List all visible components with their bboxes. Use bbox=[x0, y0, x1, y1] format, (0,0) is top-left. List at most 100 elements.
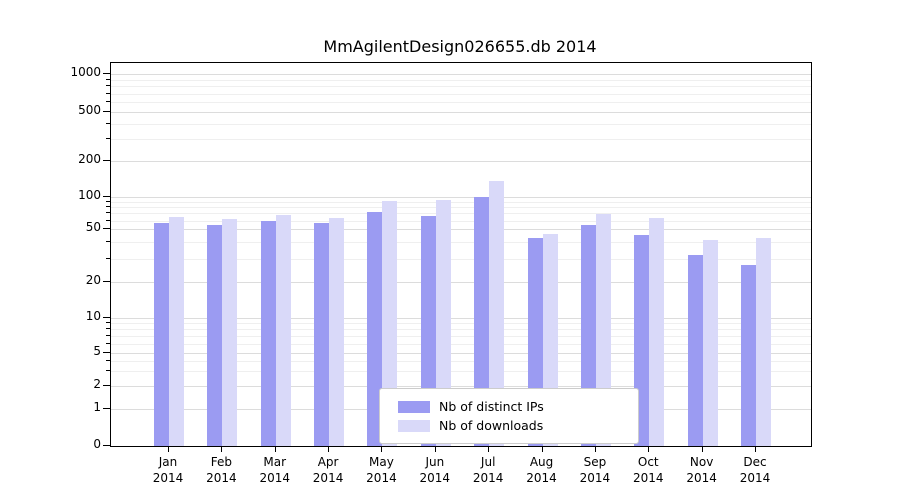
x-tick bbox=[541, 446, 543, 452]
x-tick-month: Mar bbox=[263, 455, 287, 469]
y-minor-tick bbox=[106, 257, 110, 259]
bar-downloads bbox=[169, 216, 184, 446]
y-minor-tick bbox=[106, 219, 110, 221]
y-tick-label: 1000 bbox=[70, 65, 101, 79]
x-tick bbox=[274, 446, 276, 452]
x-tick-month: Jun bbox=[425, 455, 445, 469]
y-tick bbox=[103, 352, 110, 353]
bar-distinct-ips bbox=[260, 220, 276, 446]
bar-distinct-ips bbox=[741, 264, 756, 446]
y-tick bbox=[103, 385, 110, 386]
y-minor-tick bbox=[106, 335, 110, 336]
x-tick-month: Oct bbox=[637, 455, 659, 469]
gridline-major bbox=[111, 282, 811, 283]
y-minor-tick bbox=[106, 322, 110, 324]
bar-downloads bbox=[382, 201, 398, 446]
bar-downloads bbox=[649, 217, 665, 446]
legend-swatch-distinct-ips bbox=[398, 400, 430, 413]
y-minor-tick bbox=[106, 212, 110, 214]
bar-downloads bbox=[222, 219, 238, 446]
x-tick-year: 2014 bbox=[366, 471, 397, 486]
x-tick bbox=[701, 446, 703, 452]
y-minor-tick bbox=[106, 206, 110, 208]
bar-downloads bbox=[489, 181, 505, 446]
legend-swatch-downloads bbox=[398, 419, 430, 432]
chart-title: MmAgilentDesign026655.db 2014 bbox=[323, 37, 597, 56]
gridline-major bbox=[111, 229, 811, 230]
gridline-minor bbox=[111, 102, 811, 103]
gridline-minor bbox=[111, 86, 811, 88]
x-tick-month: Sep bbox=[583, 455, 607, 469]
gridline-major bbox=[111, 112, 811, 113]
gridline-minor bbox=[111, 323, 811, 325]
x-tick bbox=[434, 446, 436, 452]
y-minor-tick bbox=[106, 360, 110, 362]
bar-distinct-ips bbox=[207, 224, 223, 446]
x-tick-year: 2014 bbox=[632, 471, 664, 486]
x-tick-label: Sep 2014 bbox=[565, 454, 625, 486]
y-minor-tick bbox=[106, 342, 110, 344]
y-minor-tick bbox=[106, 122, 110, 124]
x-tick-label: Nov 2014 bbox=[672, 454, 732, 486]
gridline-minor bbox=[111, 213, 811, 215]
gridline-major bbox=[111, 353, 811, 354]
y-tick-label: 500 bbox=[78, 103, 101, 117]
x-tick bbox=[221, 446, 223, 452]
y-tick bbox=[103, 281, 110, 282]
x-tick bbox=[755, 446, 756, 452]
y-tick-label: 10 bbox=[85, 309, 101, 323]
x-tick-year: 2014 bbox=[312, 471, 344, 486]
y-minor-tick bbox=[106, 240, 110, 242]
x-tick-year: 2014 bbox=[419, 471, 451, 486]
gridline-minor bbox=[111, 329, 811, 331]
gridline-major bbox=[111, 197, 811, 198]
y-tick bbox=[103, 408, 110, 409]
gridline-minor bbox=[111, 123, 811, 125]
legend-label-downloads: Nb of downloads bbox=[439, 418, 544, 433]
plot-area bbox=[110, 62, 812, 447]
bar-downloads bbox=[702, 240, 718, 446]
legend-row-distinct-ips: Nb of distinct IPs bbox=[388, 398, 630, 415]
y-tick bbox=[103, 111, 110, 112]
x-tick-year: 2014 bbox=[526, 471, 557, 486]
y-minor-tick bbox=[106, 370, 110, 372]
y-tick bbox=[103, 317, 110, 318]
y-tick bbox=[103, 228, 110, 229]
y-tick-label: 50 bbox=[85, 220, 101, 234]
gridline-minor bbox=[111, 220, 811, 222]
gridline-minor bbox=[111, 207, 811, 209]
gridline-minor bbox=[111, 139, 811, 141]
x-tick-year: 2014 bbox=[579, 471, 611, 486]
y-tick bbox=[103, 196, 110, 197]
y-minor-tick bbox=[106, 101, 110, 102]
x-tick-label: Jul 2014 bbox=[458, 454, 518, 486]
bar-downloads bbox=[275, 214, 291, 446]
x-tick-month: Feb bbox=[210, 455, 232, 469]
legend-row-downloads: Nb of downloads bbox=[388, 417, 630, 434]
gridline-minor bbox=[111, 79, 811, 81]
y-tick-label: 5 bbox=[93, 344, 101, 358]
x-tick-year: 2014 bbox=[472, 471, 504, 486]
gridline-minor bbox=[111, 343, 811, 345]
gridline-minor bbox=[111, 93, 811, 95]
gridline-minor bbox=[111, 361, 811, 363]
x-tick-month: Dec bbox=[743, 455, 767, 469]
y-tick bbox=[103, 73, 110, 74]
x-tick-label: Oct 2014 bbox=[618, 454, 678, 486]
x-tick-year: 2014 bbox=[739, 471, 771, 486]
x-tick-month: Jan bbox=[158, 455, 178, 469]
gridline-major bbox=[111, 318, 811, 319]
gridline-minor bbox=[111, 371, 811, 373]
x-tick-label: Apr 2014 bbox=[298, 454, 358, 486]
x-tick bbox=[594, 446, 596, 452]
x-tick bbox=[381, 446, 383, 452]
bar-distinct-ips bbox=[367, 211, 383, 446]
y-tick-label: 100 bbox=[78, 188, 101, 202]
y-tick-label: 1 bbox=[93, 400, 101, 414]
x-tick bbox=[488, 446, 490, 452]
legend: Nb of distinct IPs Nb of downloads bbox=[379, 388, 639, 444]
bar-downloads bbox=[435, 199, 451, 446]
y-minor-tick bbox=[106, 78, 110, 80]
bar-distinct-ips bbox=[687, 254, 703, 446]
